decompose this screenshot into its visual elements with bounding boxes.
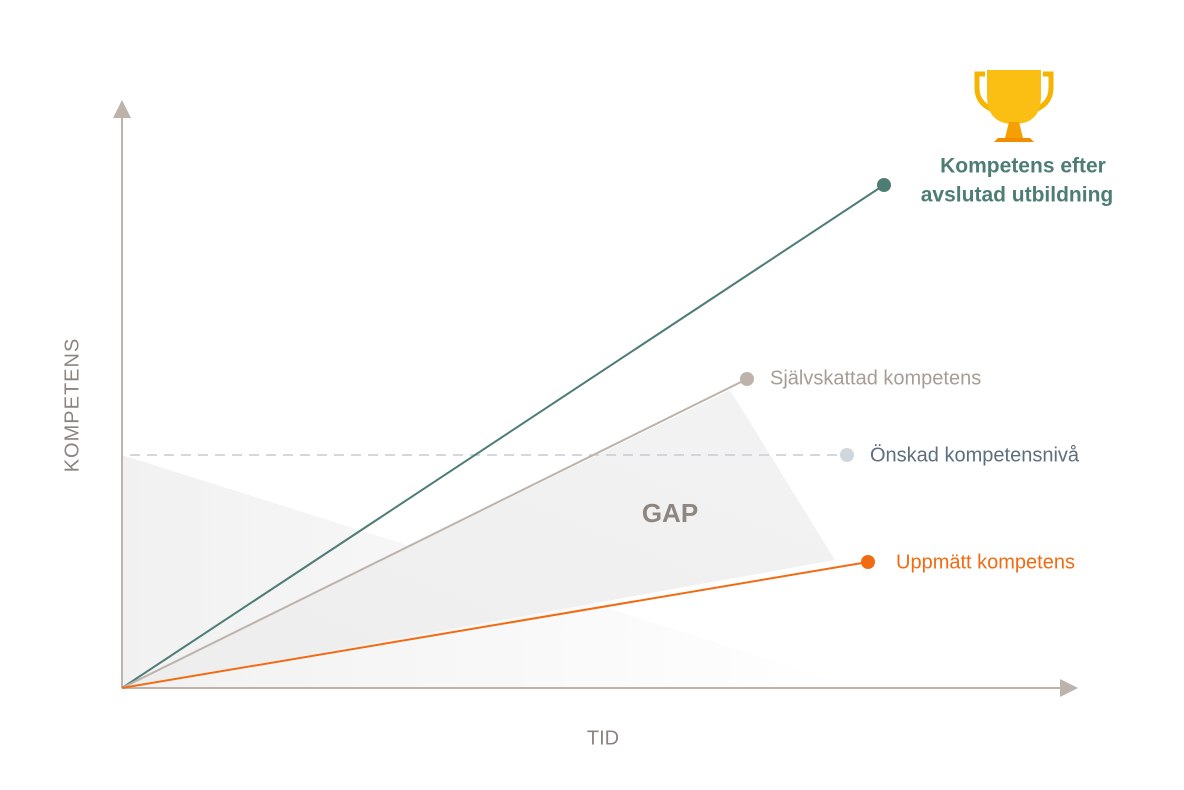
y-axis-label: KOMPETENS bbox=[61, 338, 83, 473]
trophy-icon bbox=[974, 70, 1054, 142]
line-label: Uppmätt kompetens bbox=[896, 551, 1075, 573]
line-label: avslutad utbildning bbox=[921, 184, 1114, 207]
measured-dot bbox=[861, 555, 875, 569]
line-label: Självskattad kompetens bbox=[770, 367, 981, 389]
x-axis-label: TID bbox=[587, 727, 619, 749]
desired-dot bbox=[840, 448, 854, 462]
measured-line bbox=[121, 561, 869, 689]
y-arrow bbox=[113, 100, 131, 118]
gap-area bbox=[122, 390, 835, 688]
line-label: Kompetens efter bbox=[940, 155, 1106, 178]
self-assessed-line bbox=[121, 378, 748, 689]
after-training-line bbox=[121, 184, 885, 689]
after-training-dot bbox=[877, 178, 891, 192]
line-label: Önskad kompetensnivå bbox=[870, 444, 1080, 466]
gap-label: GAP bbox=[642, 498, 698, 528]
x-arrow bbox=[1060, 679, 1078, 697]
self-assessed-dot bbox=[740, 372, 754, 386]
